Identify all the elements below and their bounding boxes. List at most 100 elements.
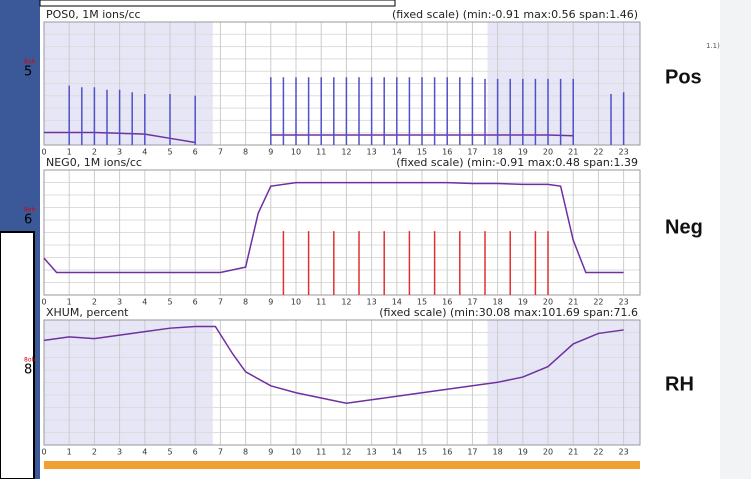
- x-tick-label: 10: [291, 448, 301, 457]
- x-tick-label: 9: [268, 298, 273, 307]
- x-tick-label: 23: [619, 148, 629, 157]
- channel-number: 6: [24, 213, 32, 228]
- x-tick-label: 20: [543, 298, 553, 307]
- panel-title: XHUM, percent: [46, 306, 129, 319]
- x-tick-label: 0: [41, 448, 46, 457]
- x-tick-label: 8: [243, 448, 248, 457]
- x-tick-label: 19: [518, 298, 528, 307]
- x-tick-label: 8: [243, 148, 248, 157]
- x-tick-label: 18: [493, 148, 503, 157]
- x-tick-label: 0: [41, 298, 46, 307]
- x-tick-label: 1: [67, 298, 72, 307]
- x-tick-label: 7: [218, 448, 223, 457]
- panel-title: POS0, 1M ions/cc: [46, 8, 141, 21]
- x-tick-label: 11: [316, 448, 326, 457]
- right-strip: [720, 0, 751, 479]
- side-label: RH: [665, 373, 694, 395]
- x-tick-label: 10: [291, 148, 301, 157]
- x-tick-label: 13: [367, 298, 377, 307]
- channel-tag: 8oh: [24, 207, 35, 214]
- channel-tag: 8oh: [24, 59, 35, 66]
- x-tick-label: 15: [417, 148, 427, 157]
- panel-subtitle: (fixed scale) (min:-0.91 max:0.48 span:1…: [396, 156, 638, 169]
- x-tick-label: 20: [543, 448, 553, 457]
- x-tick-label: 5: [167, 448, 172, 457]
- x-tick-label: 7: [218, 148, 223, 157]
- x-tick-label: 1: [67, 448, 72, 457]
- channel-number: 5: [24, 65, 32, 80]
- plot-frame: [43, 21, 641, 146]
- x-tick-label: 12: [341, 298, 351, 307]
- x-tick-label: 7: [218, 298, 223, 307]
- side-label: Pos: [665, 66, 702, 88]
- x-tick-label: 21: [568, 448, 578, 457]
- panel-subtitle: (fixed scale) (min:-0.91 max:0.56 span:1…: [392, 8, 638, 21]
- x-tick-label: 12: [341, 448, 351, 457]
- x-tick-label: 11: [316, 148, 326, 157]
- x-tick-label: 5: [167, 298, 172, 307]
- x-tick-label: 16: [442, 148, 452, 157]
- x-tick-label: 2: [92, 148, 97, 157]
- x-tick-label: 9: [268, 148, 273, 157]
- x-tick-label: 17: [467, 448, 477, 457]
- x-tick-label: 19: [518, 448, 528, 457]
- x-tick-label: 21: [568, 298, 578, 307]
- x-tick-label: 2: [92, 448, 97, 457]
- x-tick-label: 5: [167, 148, 172, 157]
- x-tick-label: 16: [442, 448, 452, 457]
- x-tick-label: 22: [593, 448, 603, 457]
- data-line: [43, 325, 624, 405]
- x-tick-label: 15: [417, 298, 427, 307]
- x-tick-label: 3: [117, 298, 122, 307]
- x-tick-label: 13: [367, 148, 377, 157]
- x-tick-label: 18: [493, 448, 503, 457]
- x-tick-label: 14: [392, 448, 402, 457]
- x-tick-label: 17: [467, 148, 477, 157]
- x-tick-label: 22: [593, 148, 603, 157]
- x-tick-label: 14: [392, 148, 402, 157]
- channel-tag: 8oh: [24, 357, 35, 364]
- plot-frame: [43, 319, 641, 446]
- x-tick-label: 17: [467, 298, 477, 307]
- panel-subtitle: (fixed scale) (min:30.08 max:101.69 span…: [379, 306, 638, 319]
- x-tick-label: 22: [593, 298, 603, 307]
- x-tick-label: 1: [67, 148, 72, 157]
- x-tick-label: 12: [341, 148, 351, 157]
- x-tick-label: 3: [117, 148, 122, 157]
- data-line: [43, 181, 624, 274]
- panel-title: NEG0, 1M ions/cc: [46, 156, 142, 169]
- panel-bg: [44, 156, 640, 307]
- left-box: [0, 231, 35, 479]
- x-tick-label: 6: [193, 148, 198, 157]
- x-tick-label: 11: [316, 298, 326, 307]
- channel-number: 8: [24, 363, 32, 378]
- x-tick-label: 9: [268, 448, 273, 457]
- x-tick-label: 0: [41, 148, 46, 157]
- x-tick-label: 4: [142, 448, 147, 457]
- x-tick-label: 13: [367, 448, 377, 457]
- x-tick-label: 23: [619, 448, 629, 457]
- x-tick-label: 3: [117, 448, 122, 457]
- side-label: Neg: [665, 216, 703, 238]
- plot-frame: [43, 169, 641, 296]
- x-tick-label: 15: [417, 448, 427, 457]
- time-bar: [44, 461, 640, 469]
- x-tick-label: 4: [142, 148, 147, 157]
- x-tick-label: 6: [193, 448, 198, 457]
- x-tick-label: 14: [392, 298, 402, 307]
- x-tick-label: 20: [543, 148, 553, 157]
- top-box: [39, 0, 396, 7]
- x-tick-label: 6: [193, 298, 198, 307]
- x-tick-label: 19: [518, 148, 528, 157]
- x-tick-label: 8: [243, 298, 248, 307]
- x-tick-label: 16: [442, 298, 452, 307]
- x-tick-label: 21: [568, 148, 578, 157]
- x-tick-label: 23: [619, 298, 629, 307]
- x-tick-label: 4: [142, 298, 147, 307]
- corner-text: 1.1): [706, 42, 720, 50]
- x-tick-label: 2: [92, 298, 97, 307]
- x-tick-label: 10: [291, 298, 301, 307]
- x-tick-label: 18: [493, 298, 503, 307]
